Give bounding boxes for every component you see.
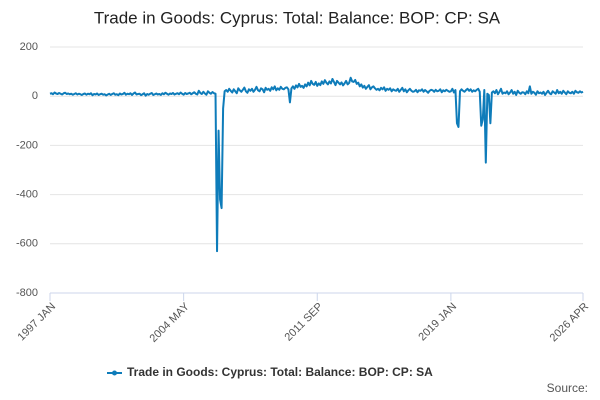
source: Source: [547,381,588,395]
y-tick-label: -800 [16,287,38,299]
y-tick-label: -600 [16,238,38,250]
x-tick-label: 2011 SEP [282,301,325,344]
legend-label: Trade in Goods: Cyprus: Total: Balance: … [127,365,433,379]
legend-marker [112,370,117,376]
y-tick-label: 200 [20,41,38,53]
chart-title: Trade in Goods: Cyprus: Total: Balance: … [94,8,501,27]
y-tick-label: 0 [32,90,38,102]
x-tick-label: 2026 APR [548,301,592,345]
y-tick-label: -400 [16,189,38,201]
x-tick-label: 2019 JAN [416,301,459,344]
x-tick-label: 2004 MAY [148,300,193,345]
data-line [49,76,584,253]
y-tick-label: -200 [16,139,38,151]
x-tick-label: 1997 JAN [16,301,59,344]
